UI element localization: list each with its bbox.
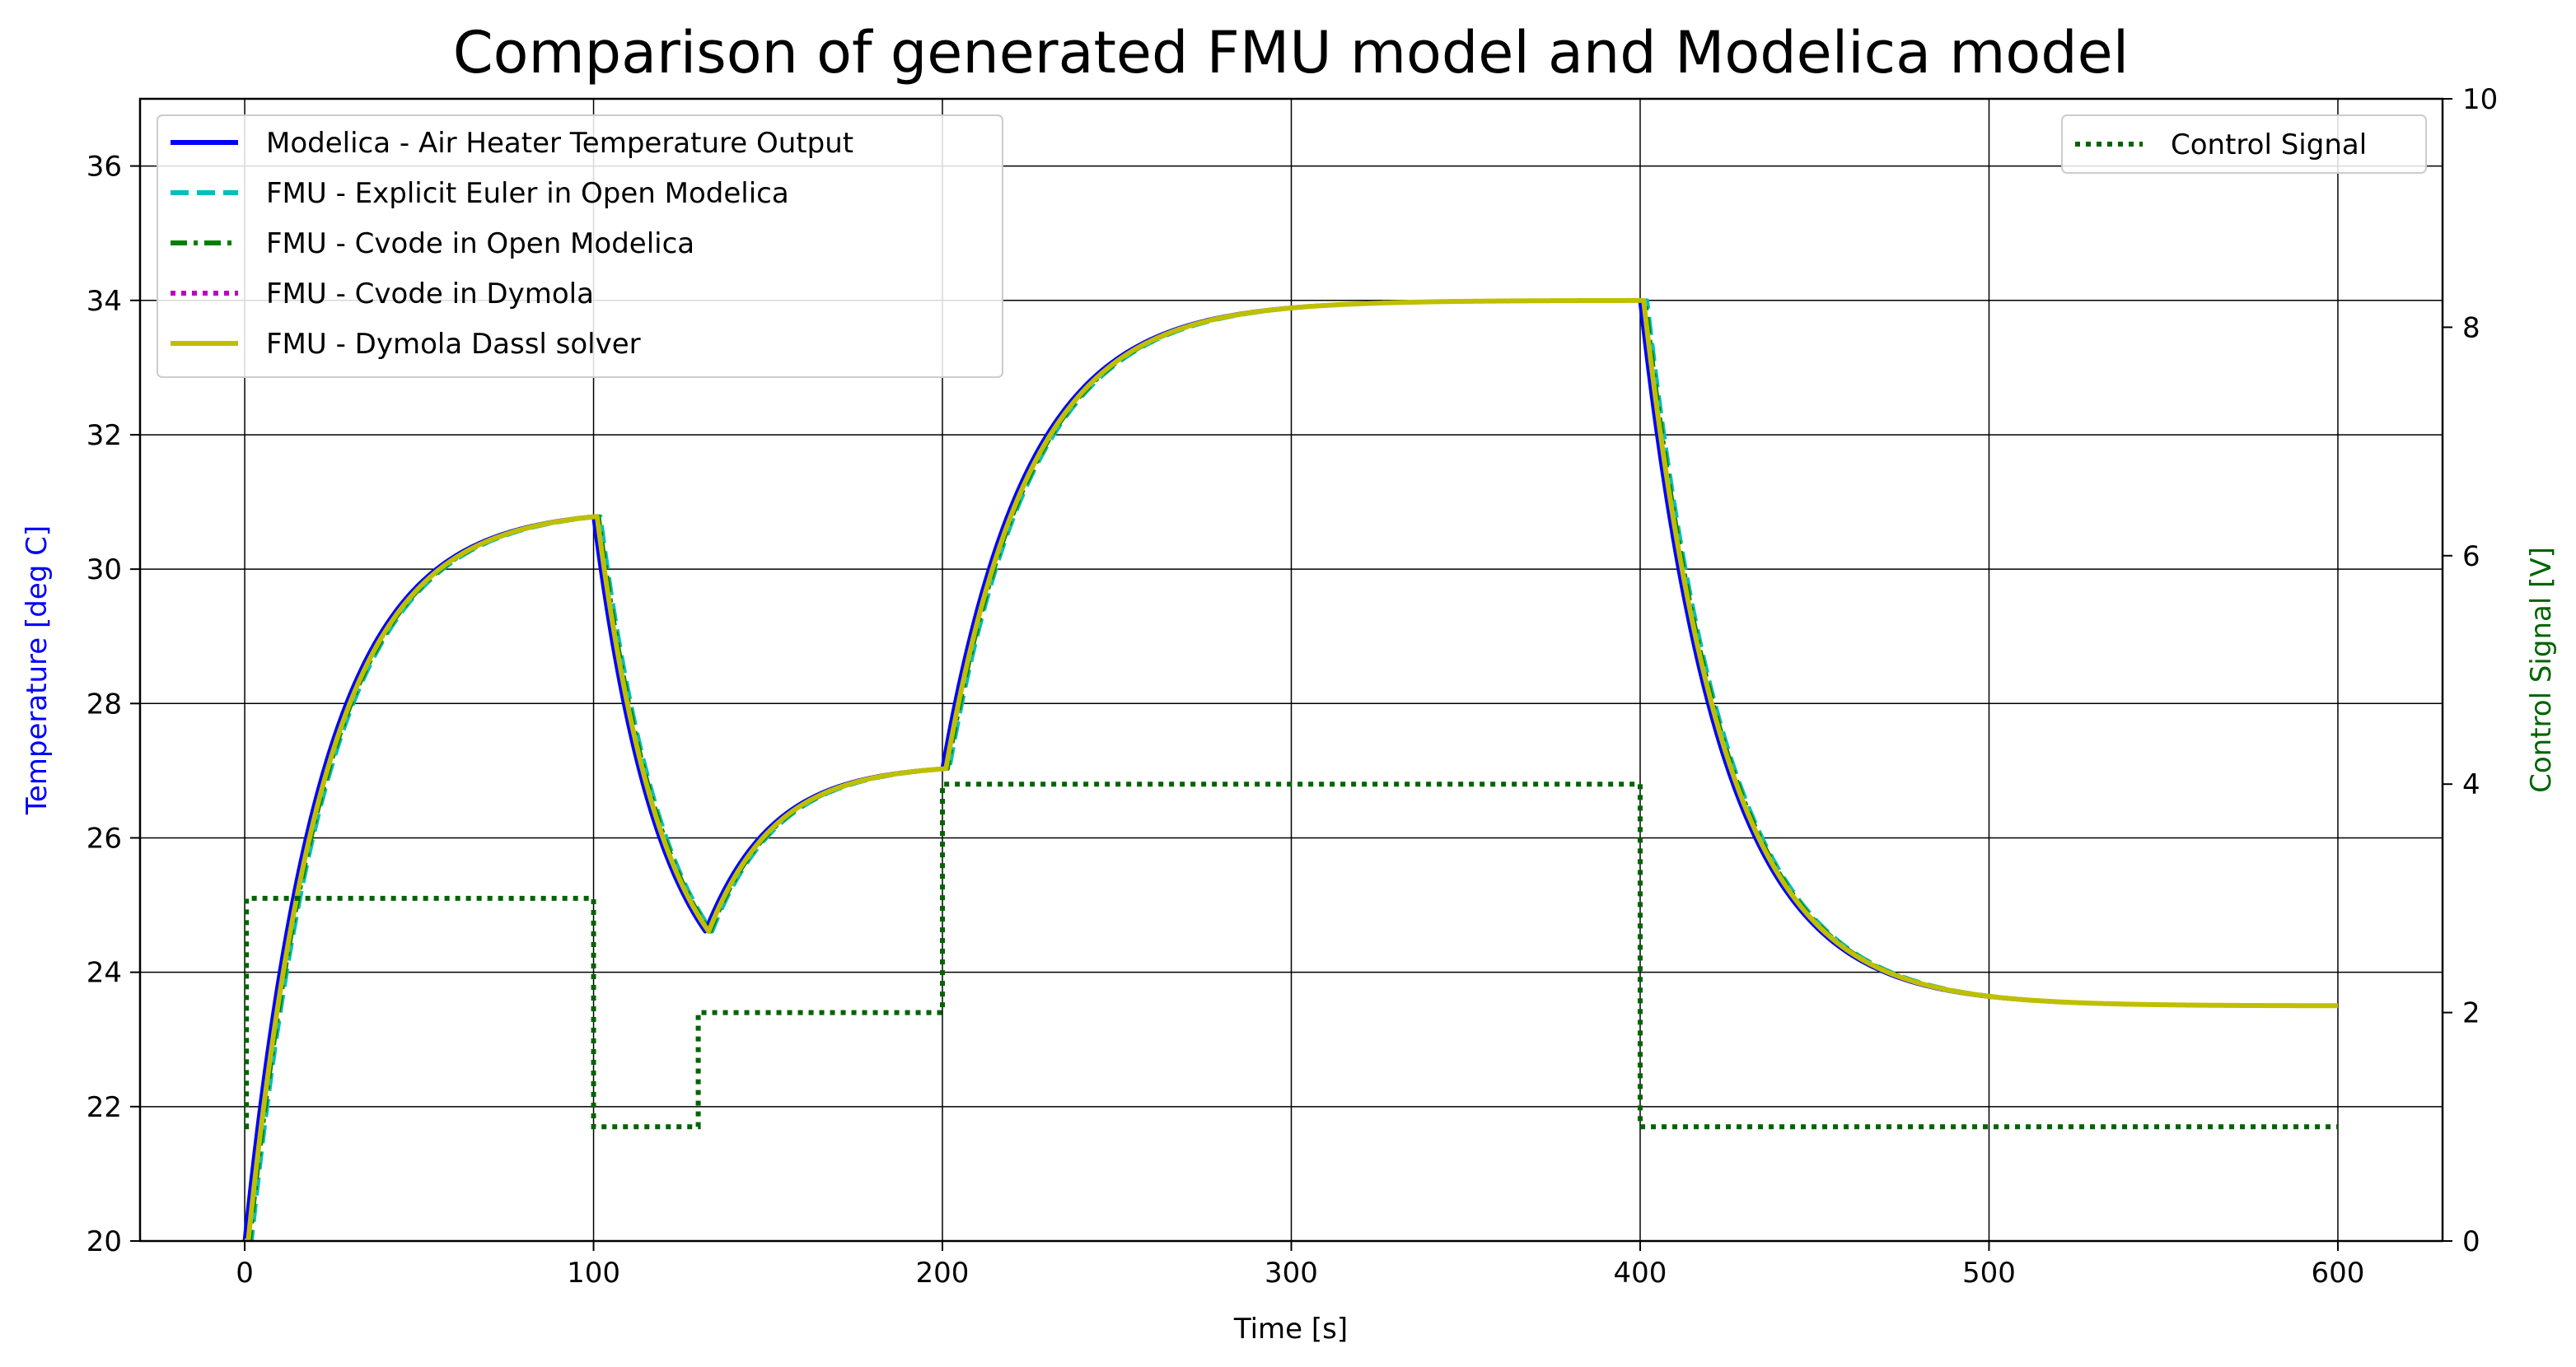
y2-axis-title: Control Signal [V] bbox=[2525, 547, 2558, 793]
x-tick-label: 0 bbox=[236, 1257, 254, 1290]
y2-tick-label: 4 bbox=[2462, 768, 2480, 801]
legend-label-1: Modelica - Air Heater Temperature Output bbox=[266, 127, 853, 160]
x-tick-label: 600 bbox=[2312, 1257, 2365, 1290]
legend-label-5: FMU - Dymola Dassl solver bbox=[266, 328, 641, 361]
y-tick-label: 26 bbox=[86, 822, 122, 855]
axes: 0 100 200 300 400 500 600202224262830323436024… bbox=[86, 83, 2499, 1290]
series-line-5 bbox=[244, 297, 2339, 1241]
y-tick-label: 28 bbox=[86, 688, 122, 721]
y2-tick-label: 2 bbox=[2462, 997, 2480, 1030]
legend-label-2: FMU - Explicit Euler in Open Modelica bbox=[266, 177, 789, 210]
x-tick-label: 300 bbox=[1265, 1257, 1318, 1290]
legend-label-control-signal: Control Signal bbox=[2171, 128, 2367, 161]
chart-title: Comparison of generated FMU model and Mo… bbox=[453, 19, 2129, 86]
y-tick-label: 34 bbox=[86, 285, 122, 318]
legend-secondary: Control Signal bbox=[2061, 114, 2427, 174]
legend-secondary-box bbox=[2061, 114, 2427, 174]
y2-tick-label: 0 bbox=[2462, 1225, 2480, 1258]
y-tick-label: 24 bbox=[86, 957, 122, 990]
x-tick-label: 500 bbox=[1962, 1257, 2016, 1290]
control-signal-line bbox=[244, 781, 2338, 1130]
x-tick-label: 200 bbox=[916, 1257, 970, 1290]
legend-primary: Modelica - Air Heater Temperature Output… bbox=[157, 114, 1003, 378]
x-tick-label: 400 bbox=[1614, 1257, 1667, 1290]
y-tick-label: 30 bbox=[86, 553, 122, 586]
y2-tick-label: 8 bbox=[2462, 311, 2480, 344]
y-tick-label: 36 bbox=[86, 151, 122, 184]
legend-label-3: FMU - Cvode in Open Modelica bbox=[266, 227, 694, 260]
y2-tick-label: 6 bbox=[2462, 540, 2480, 573]
y-tick-label: 22 bbox=[86, 1091, 122, 1124]
y-tick-label: 20 bbox=[86, 1225, 122, 1258]
x-axis-title: Time [s] bbox=[1233, 1313, 1348, 1346]
series-layer bbox=[242, 297, 2339, 1241]
y-tick-label: 32 bbox=[86, 419, 122, 452]
y-axis-title: Temperature [deg C] bbox=[21, 525, 54, 815]
y2-tick-label: 10 bbox=[2462, 83, 2498, 116]
x-tick-label: 100 bbox=[567, 1257, 620, 1290]
legend-label-4: FMU - Cvode in Dymola bbox=[266, 278, 594, 310]
legend-primary-box bbox=[157, 114, 1003, 378]
